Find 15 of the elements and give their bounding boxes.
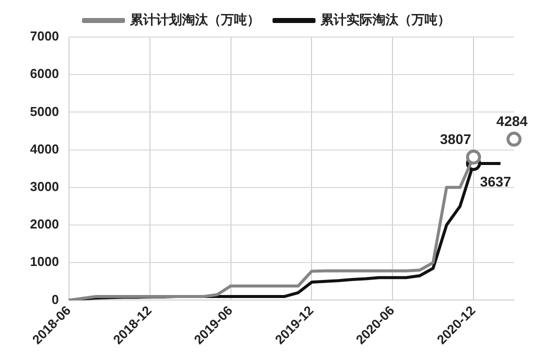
y-tick-label: 0 bbox=[52, 292, 59, 307]
data-label: 3637 bbox=[480, 173, 512, 190]
point bbox=[506, 132, 522, 147]
y-tick-label: 5000 bbox=[30, 104, 59, 119]
data-label: 3807 bbox=[440, 130, 472, 147]
y-tick-label: 6000 bbox=[30, 66, 59, 82]
legend-label: 累计计划淘汰（万吨） bbox=[129, 12, 260, 28]
y-tick-label: 7000 bbox=[30, 28, 59, 44]
y-tick-label: 1000 bbox=[30, 254, 59, 270]
legend-label: 累计实际淘汰（万吨） bbox=[320, 12, 450, 28]
data-label: 4284 bbox=[496, 112, 528, 129]
y-tick-label: 3000 bbox=[30, 178, 59, 194]
y-tick-label: 4000 bbox=[30, 141, 59, 156]
point bbox=[466, 150, 482, 165]
y-tick-label: 2000 bbox=[30, 216, 59, 232]
